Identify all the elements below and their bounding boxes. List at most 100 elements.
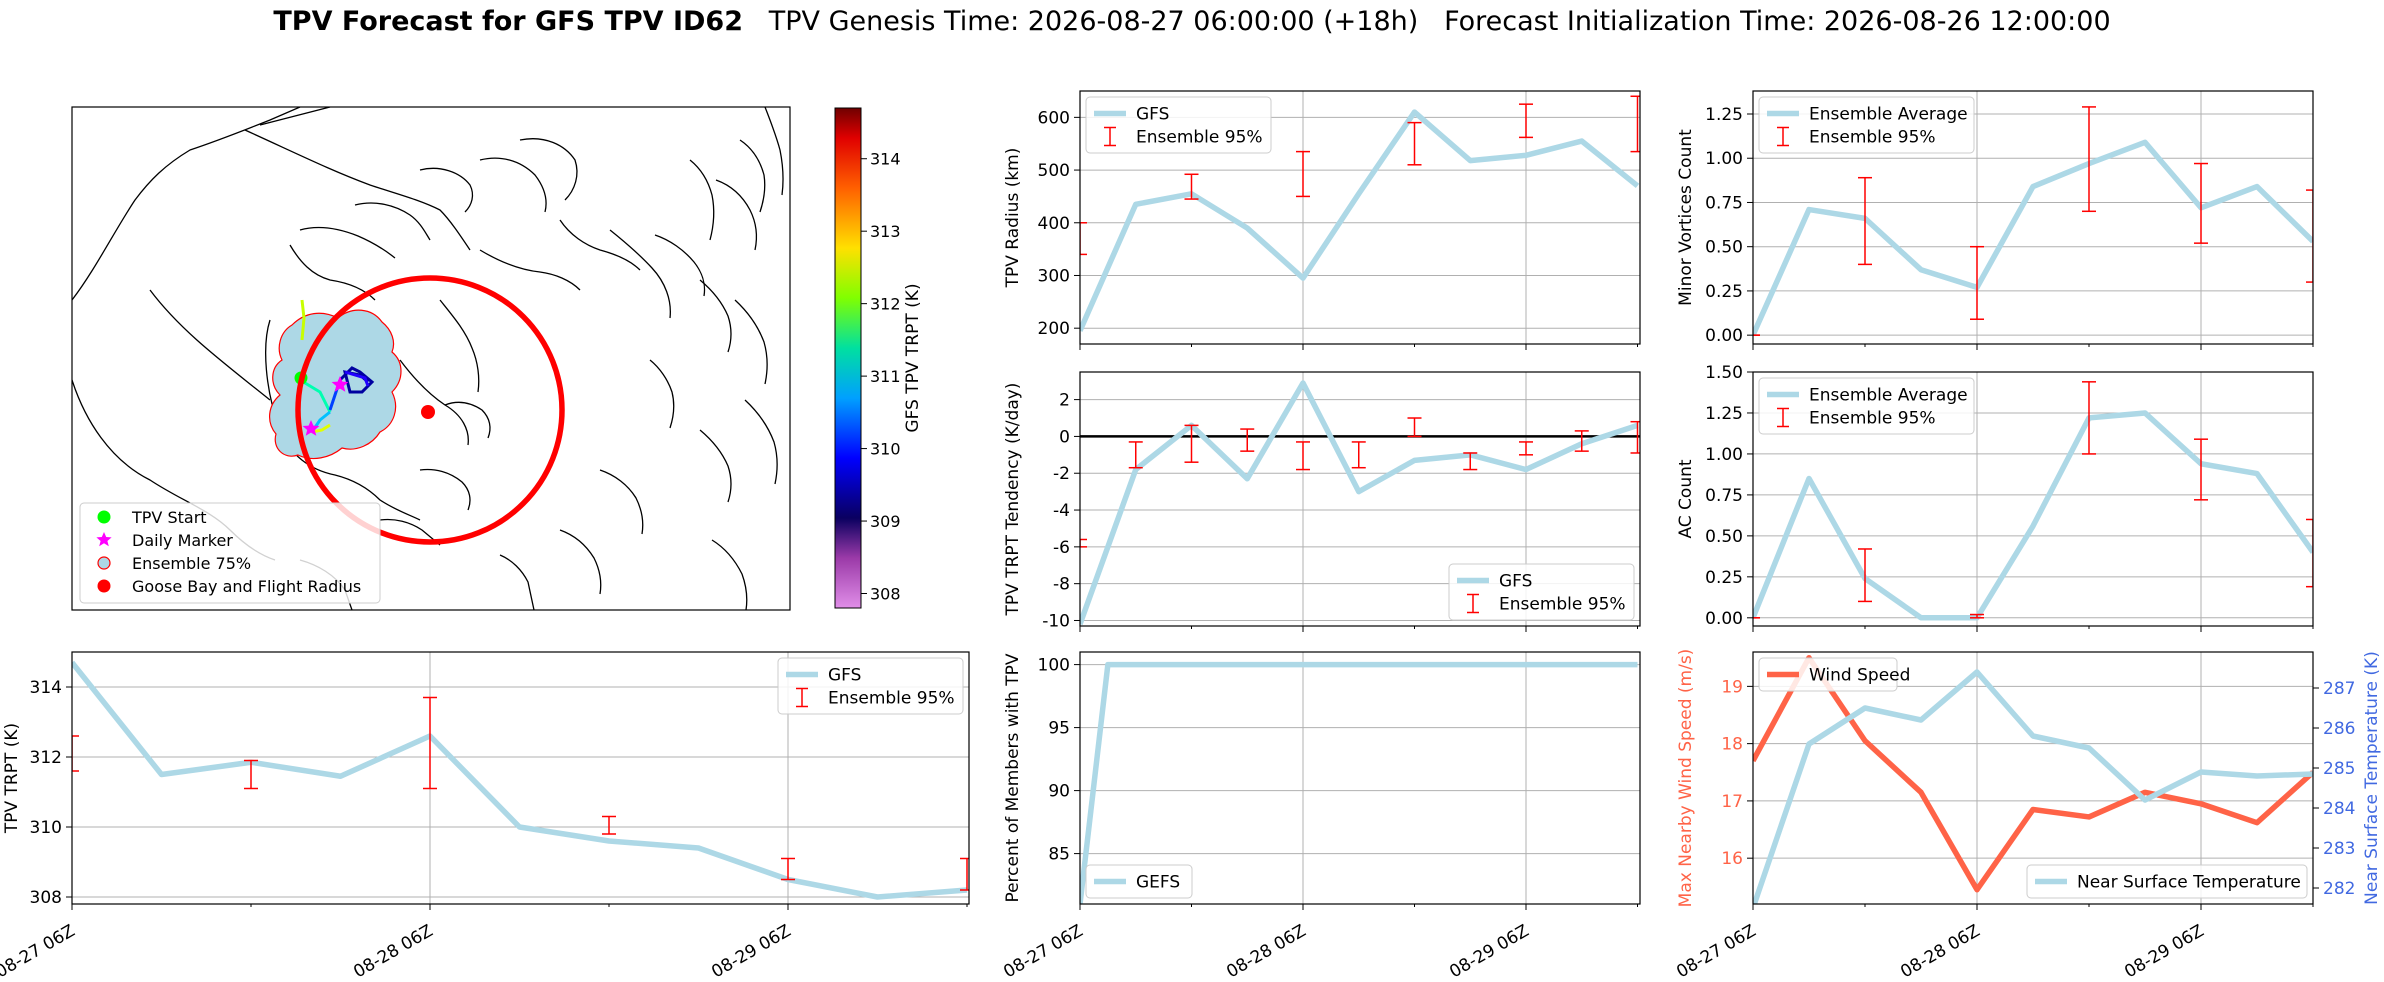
percent-plot-area xyxy=(1080,661,1638,904)
trpt-errorbar-2 xyxy=(423,696,437,790)
ac-errorbar-5 xyxy=(2306,518,2313,588)
legend-goose-bay-label: Goose Bay and Flight Radius xyxy=(132,577,361,596)
radius-series-0 xyxy=(1080,109,1640,332)
wind-ylabel: Max Nearby Wind Speed (m/s) xyxy=(1676,649,1696,908)
tendency-errorbar-3 xyxy=(1240,428,1255,452)
minor-series-0 xyxy=(1753,139,2313,337)
panel-radius: 200 300 400 500 600 TPV Radius (km) GFS Ensembl… xyxy=(1003,90,1641,350)
minor-legend: Ensemble Average Ensemble 95% xyxy=(1758,96,1975,154)
panel-percent: 85 90 95 100 08-27 06Z 08-28 06Z 08-29 06Z Perc… xyxy=(1000,651,1641,982)
ac-errorbar-4 xyxy=(2194,438,2208,501)
tendency-ytick-label-2: -6 xyxy=(1053,538,1070,558)
percent-xtick-label-0: 08-27 06Z xyxy=(1000,921,1086,982)
tendency-errorbar-6 xyxy=(1407,417,1422,438)
trpt-errorbar-5 xyxy=(960,857,969,891)
minor-ytick-label-5: 1.25 xyxy=(1705,105,1743,125)
wind-y2tick-label-5: 287 xyxy=(2323,679,2355,699)
ac-errorbar-1 xyxy=(1858,548,1872,603)
wind-frame xyxy=(1752,651,2314,905)
minor-legend-label-0: Ensemble Average xyxy=(1809,105,1968,125)
percent-ytick-label-2: 95 xyxy=(1048,719,1070,739)
minor-ytick-label-0: 0.00 xyxy=(1705,326,1743,346)
wind-ytick-label-2: 18 xyxy=(1721,735,1743,755)
colorbar-tick-label-3: 311 xyxy=(870,367,901,386)
tendency-errorbar-2 xyxy=(1184,424,1199,463)
percent-ytick-label-1: 90 xyxy=(1048,782,1070,802)
wind-xtick-label-1: 08-28 06Z xyxy=(1897,921,1983,982)
minor-ytick-label-2: 0.50 xyxy=(1705,238,1743,258)
minor-ytick-label-1: 0.25 xyxy=(1705,282,1743,302)
trpt-ytick-label-1: 310 xyxy=(30,818,62,838)
wind-legend-box-2 xyxy=(2026,864,2308,899)
tendency-ylabel: TPV TRPT Tendency (K/day) xyxy=(1003,383,1023,617)
panel-trpt: 308 310 312 314 08-27 06Z 08-28 06Z 08-29 06Z T… xyxy=(0,651,970,982)
trpt-errorbar-0 xyxy=(72,735,79,772)
minor-ytick-label-3: 0.75 xyxy=(1705,193,1743,213)
tendency-frame xyxy=(1079,371,1641,627)
tendency-errorbar-10 xyxy=(1630,420,1640,454)
goose-bay-marker xyxy=(421,405,435,419)
percent-legend-box xyxy=(1085,864,1193,899)
map-panel: TPV Start Daily Marker Ensemble 75% Goos… xyxy=(71,106,791,611)
trpt-legend-box xyxy=(777,657,964,715)
tendency-legend-label-1: Ensemble 95% xyxy=(1499,595,1626,615)
tendency-legend-errorbar-1 xyxy=(1467,593,1479,614)
trpt-legend-errorbar-1 xyxy=(796,687,808,708)
ac-ylabel: AC Count xyxy=(1676,459,1696,538)
ac-ytick-label-1: 0.25 xyxy=(1705,568,1743,588)
legend-ensemble75-label: Ensemble 75% xyxy=(132,554,251,573)
wind-ytick-label-3: 19 xyxy=(1721,677,1743,697)
wind-series-0 xyxy=(1753,654,2313,893)
ac-plot-area xyxy=(1753,381,2313,621)
minor-errorbar-4 xyxy=(2194,162,2208,244)
legend-goose-bay-icon xyxy=(97,579,111,593)
colorbar: 308 309 310 311 312 313 314 GFS TPV TRPT (K) xyxy=(834,107,923,609)
trpt-errorbar-4 xyxy=(781,857,795,881)
map-legend-box xyxy=(79,502,381,604)
trpt-legend: GFS Ensemble 95% xyxy=(777,657,964,715)
legend-ensemble75-icon xyxy=(97,556,111,570)
percent-series-0 xyxy=(1080,661,1638,904)
colorbar-gradient xyxy=(834,107,862,609)
tendency-errorbar-9 xyxy=(1574,430,1589,452)
panel-ac: 0.00 0.25 0.50 0.75 1.00 1.25 1.50 AC Count Ense… xyxy=(1676,363,2314,632)
percent-xtick-label-1: 08-28 06Z xyxy=(1223,921,1309,982)
radius-errorbar-2 xyxy=(1296,150,1310,198)
trpt-ytick-label-0: 308 xyxy=(30,888,62,908)
minor-legend-box xyxy=(1758,96,1975,154)
wind-legend: Wind Speed xyxy=(1758,657,1910,692)
ac-ytick-label-4: 1.00 xyxy=(1705,445,1743,465)
tendency-errorbar-7 xyxy=(1463,452,1478,471)
colorbar-ticks: 308 309 310 311 312 313 314 xyxy=(861,150,901,604)
radius-frame xyxy=(1079,90,1641,345)
legend-daily-marker-icon xyxy=(96,532,112,547)
radius-ytick-label-1: 300 xyxy=(1038,266,1070,286)
title-bold: TPV Forecast for GFS TPV ID62 xyxy=(273,6,743,37)
wind-xtick-label-2: 08-29 06Z xyxy=(2121,921,2207,982)
ac-errorbar-2 xyxy=(1970,613,1984,619)
radius-ytick-label-2: 400 xyxy=(1038,214,1070,234)
wind-legend-label-0: Wind Speed xyxy=(1809,666,1910,686)
radius-ylabel: TPV Radius (km) xyxy=(1003,148,1023,289)
colorbar-tick-label-4: 312 xyxy=(870,295,901,314)
tendency-ytick-label-5: 0 xyxy=(1059,427,1070,447)
ac-ytick-label-0: 0.00 xyxy=(1705,609,1743,629)
wind-y2tick-label-3: 285 xyxy=(2323,759,2355,779)
ac-errorbar-3 xyxy=(2082,381,2096,455)
wind-legend-2: Near Surface Temperature xyxy=(2026,864,2308,899)
ac-legend: Ensemble Average Ensemble 95% xyxy=(1758,377,1975,435)
percent-legend: GEFS xyxy=(1085,864,1193,899)
percent-legend-label-0: GEFS xyxy=(1136,873,1180,893)
radius-ytick-label-4: 600 xyxy=(1038,108,1070,128)
trpt-ytick-label-2: 312 xyxy=(30,748,62,768)
title-init: Forecast Initialization Time: 2026-08-26… xyxy=(1444,6,2111,37)
radius-plot-area xyxy=(1080,95,1640,332)
wind-ytick-label-1: 17 xyxy=(1721,792,1743,812)
ac-frame xyxy=(1752,371,2314,627)
panel-minor: 0.00 0.25 0.50 0.75 1.00 1.25 Minor Vortices C… xyxy=(1676,90,2314,350)
radius-errorbar-1 xyxy=(1184,173,1199,200)
trpt-legend-label-0: GFS xyxy=(828,666,861,686)
minor-ytick-label-4: 1.00 xyxy=(1705,149,1743,169)
wind-y2tick-label-2: 284 xyxy=(2323,799,2355,819)
daily-markers xyxy=(302,376,349,436)
